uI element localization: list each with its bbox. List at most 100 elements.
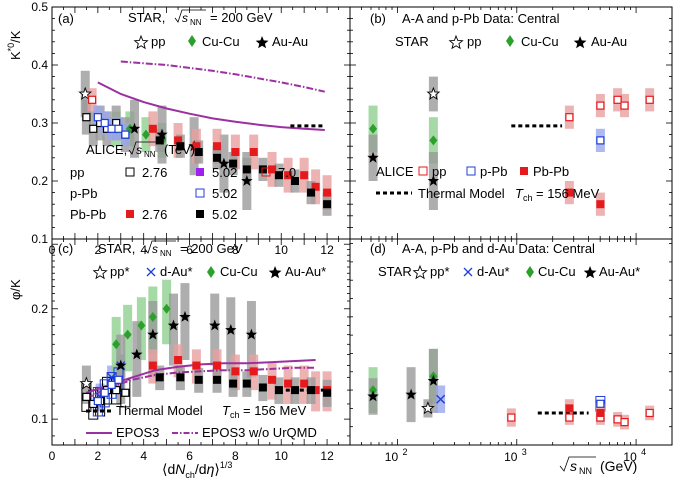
panel-c-title-star: STAR, xyxy=(98,241,135,256)
data-point xyxy=(121,388,130,397)
data-point xyxy=(258,383,267,392)
data-point xyxy=(78,86,93,100)
panel-c-thermal-ch: ch xyxy=(230,410,240,420)
panel-a-xtick-label: 12 xyxy=(320,243,334,257)
panel-a-alice-legend: ALICE, s NN (TeV) pp 2.76 5.02 7.0 p-Pb … xyxy=(70,141,296,222)
panel-a-ytick-label: 0.1 xyxy=(31,232,48,246)
data-point xyxy=(613,415,622,424)
data-point xyxy=(405,388,417,400)
data-point xyxy=(107,372,117,382)
panel-d-title: A-A, p-Pb and d-Au Data: Central xyxy=(402,241,595,256)
sys-box xyxy=(168,293,178,366)
panel-a-legend-auau: Au-Au xyxy=(272,34,308,49)
panel-c-xtick-label: 8 xyxy=(232,449,239,463)
data-point xyxy=(156,128,168,140)
data-point xyxy=(107,124,116,133)
panel-a-alice-pp7-icon xyxy=(261,167,271,177)
curve-dashdot xyxy=(120,60,326,93)
data-point xyxy=(596,136,605,145)
panel-c: 0.1 0.2 0 2 4 6 8 10 12 (c) φ/K STAR, s NN = 200… xyxy=(8,238,351,480)
data-point xyxy=(148,361,157,370)
panel-a-legend-auau-star-icon xyxy=(255,36,269,49)
panel-c-xlabel-open: ⟨ xyxy=(162,461,167,477)
panel-c-xlabel-ch: ch xyxy=(185,470,195,480)
panel-c-axis: 0.1 0.2 0 2 4 6 8 10 12 xyxy=(31,238,351,463)
panel-b-legend-auau: Au-Au xyxy=(591,34,627,49)
panel-c-xlabel-slash: /d xyxy=(195,461,207,477)
data-point xyxy=(367,390,379,402)
data-point xyxy=(112,339,121,350)
data-point xyxy=(258,165,267,174)
panel-d-xlabel-s: s xyxy=(570,458,577,474)
panel-d-xlabel-nn: NN xyxy=(579,466,592,476)
sys-box xyxy=(148,301,158,378)
panel-c-sqrt-sub: NN xyxy=(160,249,172,258)
panel-c-xlabel-sup: 1/3 xyxy=(220,460,233,470)
data-point xyxy=(369,385,378,396)
panel-d-xtick-label-exp: 3 xyxy=(522,447,527,457)
panel-b: (b) A-A and p-Pb Data: Central STAR pp C… xyxy=(349,6,673,240)
data-point xyxy=(231,367,240,376)
data-point xyxy=(242,165,251,174)
data-point xyxy=(436,394,446,404)
data-point xyxy=(429,135,438,146)
panel-a-alice-ppb: p-Pb xyxy=(70,186,97,201)
data-point xyxy=(274,386,283,395)
panel-c-xlabel-n: N xyxy=(175,461,186,477)
panel-a-xtick-label: 8 xyxy=(232,243,239,257)
data-point xyxy=(121,130,130,139)
panel-d-legend-cucu-diamond-icon xyxy=(526,266,534,278)
data-point xyxy=(141,129,150,140)
data-point xyxy=(367,151,379,163)
panel-a-ytick-label: 0.4 xyxy=(31,58,48,72)
panel-b-thermal: Thermal Model xyxy=(418,186,505,201)
data-point xyxy=(155,136,164,145)
curve-dashdot xyxy=(85,366,316,400)
data-point xyxy=(290,177,299,185)
panel-a-alice-sqrt-s: s xyxy=(136,143,142,157)
data-point xyxy=(229,379,238,388)
data-point xyxy=(213,153,222,162)
data-point xyxy=(427,175,440,186)
panel-a-alice-pp502: 5.02 xyxy=(212,165,237,180)
sys-box xyxy=(210,293,220,366)
data-point xyxy=(565,413,574,422)
data-point xyxy=(300,171,309,180)
panel-c-legend-dau-cross-icon xyxy=(146,267,156,277)
data-point xyxy=(100,118,109,128)
panel-a-alice-pp276: 2.76 xyxy=(142,165,167,180)
panel-a-alice-unit: (TeV) xyxy=(164,142,195,157)
panel-b-alice-pp: pp xyxy=(432,164,446,179)
data-point xyxy=(245,328,258,340)
panel-a-sqrt: s NN xyxy=(174,9,206,27)
panel-a-alice-sqrt-sub: NN xyxy=(144,150,156,159)
panel-a-sqrt-s: s xyxy=(182,11,188,25)
panel-c-ytick-label: 0.1 xyxy=(31,412,48,426)
sys-box xyxy=(116,334,126,404)
panel-a-axis: 0.10.20.30.40.50 2 4 6 8 10 12 xyxy=(31,0,351,257)
data-point xyxy=(284,171,293,180)
data-point xyxy=(249,367,258,376)
panel-c-ytick-label: 0.2 xyxy=(31,302,48,316)
data-point xyxy=(147,328,159,340)
data-point xyxy=(421,401,435,415)
data-point xyxy=(192,142,201,151)
panel-b-label: (b) xyxy=(370,11,386,26)
panel-a-alice-pp: pp xyxy=(70,165,84,180)
data-point xyxy=(155,373,164,382)
panel-a-alice-pbpb: Pb-Pb xyxy=(70,207,106,222)
data-point xyxy=(174,136,183,145)
panel-a-legend-cucu: Cu-Cu xyxy=(202,34,240,49)
panel-a-xtick-label: 10 xyxy=(275,243,289,257)
panel-d-xtick-label: 10 xyxy=(385,450,399,464)
data-point xyxy=(307,188,316,197)
data-point xyxy=(268,165,277,174)
panel-c-xlabel-close: ⟩ xyxy=(214,461,219,477)
panel-a-alice-pbpb502: 5.02 xyxy=(212,207,237,222)
panel-c-thermal: Thermal Model xyxy=(116,403,203,418)
panel-a-alice-pp276-icon xyxy=(125,167,135,177)
data-point xyxy=(100,388,109,397)
data-point xyxy=(613,95,622,104)
data-point xyxy=(213,375,222,384)
